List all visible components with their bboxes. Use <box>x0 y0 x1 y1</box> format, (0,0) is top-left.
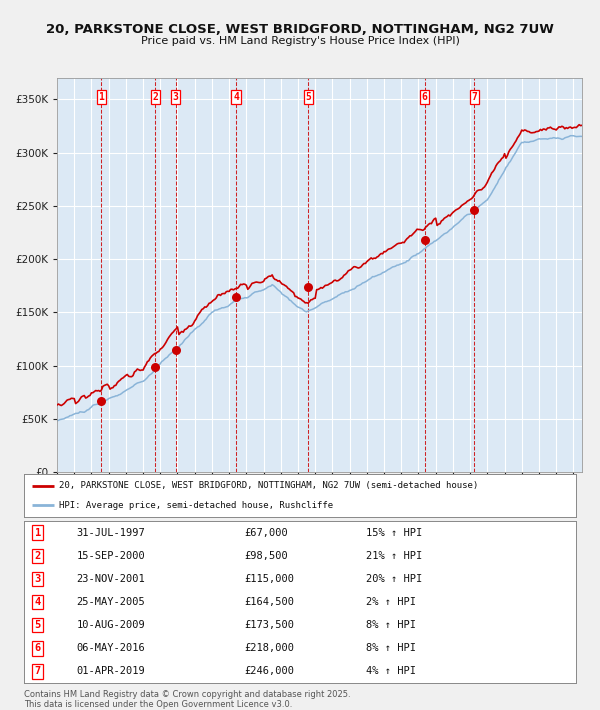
Text: £98,500: £98,500 <box>245 551 289 561</box>
Text: £246,000: £246,000 <box>245 667 295 677</box>
Text: 20% ↑ HPI: 20% ↑ HPI <box>366 574 422 584</box>
Text: £218,000: £218,000 <box>245 643 295 653</box>
Text: 7: 7 <box>472 92 478 102</box>
Text: 1: 1 <box>35 528 41 537</box>
Text: Contains HM Land Registry data © Crown copyright and database right 2025.: Contains HM Land Registry data © Crown c… <box>24 690 350 699</box>
Text: 5: 5 <box>305 92 311 102</box>
Text: 4: 4 <box>233 92 239 102</box>
Text: 10-AUG-2009: 10-AUG-2009 <box>76 621 145 630</box>
Text: 8% ↑ HPI: 8% ↑ HPI <box>366 643 416 653</box>
Text: 21% ↑ HPI: 21% ↑ HPI <box>366 551 422 561</box>
Text: 6: 6 <box>422 92 427 102</box>
Text: 3: 3 <box>35 574 41 584</box>
Text: 15-SEP-2000: 15-SEP-2000 <box>76 551 145 561</box>
Text: 06-MAY-2016: 06-MAY-2016 <box>76 643 145 653</box>
Text: 25-MAY-2005: 25-MAY-2005 <box>76 597 145 607</box>
Text: £173,500: £173,500 <box>245 621 295 630</box>
Text: 5: 5 <box>35 621 41 630</box>
Text: 2: 2 <box>35 551 41 561</box>
Text: 31-JUL-1997: 31-JUL-1997 <box>76 528 145 537</box>
Text: HPI: Average price, semi-detached house, Rushcliffe: HPI: Average price, semi-detached house,… <box>59 501 333 510</box>
Text: 23-NOV-2001: 23-NOV-2001 <box>76 574 145 584</box>
Text: 6: 6 <box>35 643 41 653</box>
Text: This data is licensed under the Open Government Licence v3.0.: This data is licensed under the Open Gov… <box>24 700 292 709</box>
Text: £164,500: £164,500 <box>245 597 295 607</box>
Text: 15% ↑ HPI: 15% ↑ HPI <box>366 528 422 537</box>
Text: 1: 1 <box>98 92 104 102</box>
Text: 2: 2 <box>152 92 158 102</box>
Text: 20, PARKSTONE CLOSE, WEST BRIDGFORD, NOTTINGHAM, NG2 7UW: 20, PARKSTONE CLOSE, WEST BRIDGFORD, NOT… <box>46 23 554 36</box>
Text: Price paid vs. HM Land Registry's House Price Index (HPI): Price paid vs. HM Land Registry's House … <box>140 36 460 45</box>
Text: 3: 3 <box>173 92 179 102</box>
Text: 4% ↑ HPI: 4% ↑ HPI <box>366 667 416 677</box>
Text: £67,000: £67,000 <box>245 528 289 537</box>
Text: 2% ↑ HPI: 2% ↑ HPI <box>366 597 416 607</box>
Text: 4: 4 <box>35 597 41 607</box>
Text: 01-APR-2019: 01-APR-2019 <box>76 667 145 677</box>
Text: £115,000: £115,000 <box>245 574 295 584</box>
Text: 20, PARKSTONE CLOSE, WEST BRIDGFORD, NOTTINGHAM, NG2 7UW (semi-detached house): 20, PARKSTONE CLOSE, WEST BRIDGFORD, NOT… <box>59 481 478 491</box>
Text: 8% ↑ HPI: 8% ↑ HPI <box>366 621 416 630</box>
Text: 7: 7 <box>35 667 41 677</box>
